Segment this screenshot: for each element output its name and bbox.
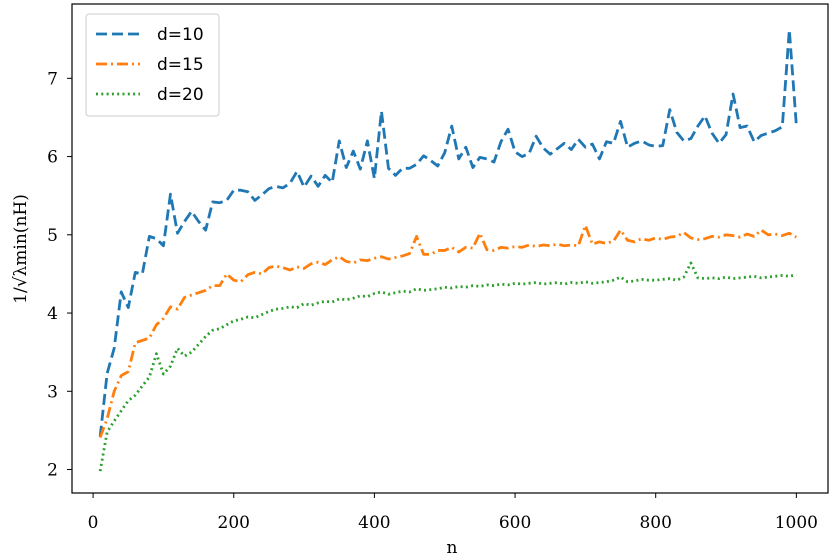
series-line-d-20 xyxy=(98,261,797,472)
legend-frame xyxy=(85,13,220,117)
x-tick-label: 200 xyxy=(218,513,250,533)
series-line-d-15 xyxy=(98,224,798,438)
plot-area xyxy=(71,3,829,494)
x-tick-label: 400 xyxy=(358,513,390,533)
x-axis-label: n xyxy=(447,538,458,557)
y-tick-label: 6 xyxy=(47,148,58,168)
x-tick-label: 0 xyxy=(88,513,99,533)
y-tick-label: 2 xyxy=(47,461,58,481)
x-tick-label: 800 xyxy=(639,513,671,533)
legend-label: d=15 xyxy=(157,55,204,75)
y-tick-label: 4 xyxy=(47,304,58,324)
y-axis: 2 3 4 5 6 7 xyxy=(47,69,72,481)
x-tick-label: 600 xyxy=(499,513,531,533)
x-axis: 0 200 400 600 800 1000 xyxy=(88,493,818,533)
series-layer xyxy=(98,28,798,472)
y-tick-label: 5 xyxy=(47,226,58,246)
legend: d=10 d=15 d=20 xyxy=(85,13,220,117)
plot-frame xyxy=(71,3,829,494)
y-tick-label: 7 xyxy=(47,69,58,89)
legend-label: d=20 xyxy=(157,85,204,105)
y-axis-label: 1/√λmin(nH) xyxy=(11,194,31,304)
y-tick-label: 3 xyxy=(47,382,58,402)
legend-label: d=10 xyxy=(157,25,204,45)
x-tick-label: 1000 xyxy=(775,513,818,533)
series-line-d-10 xyxy=(98,28,798,437)
